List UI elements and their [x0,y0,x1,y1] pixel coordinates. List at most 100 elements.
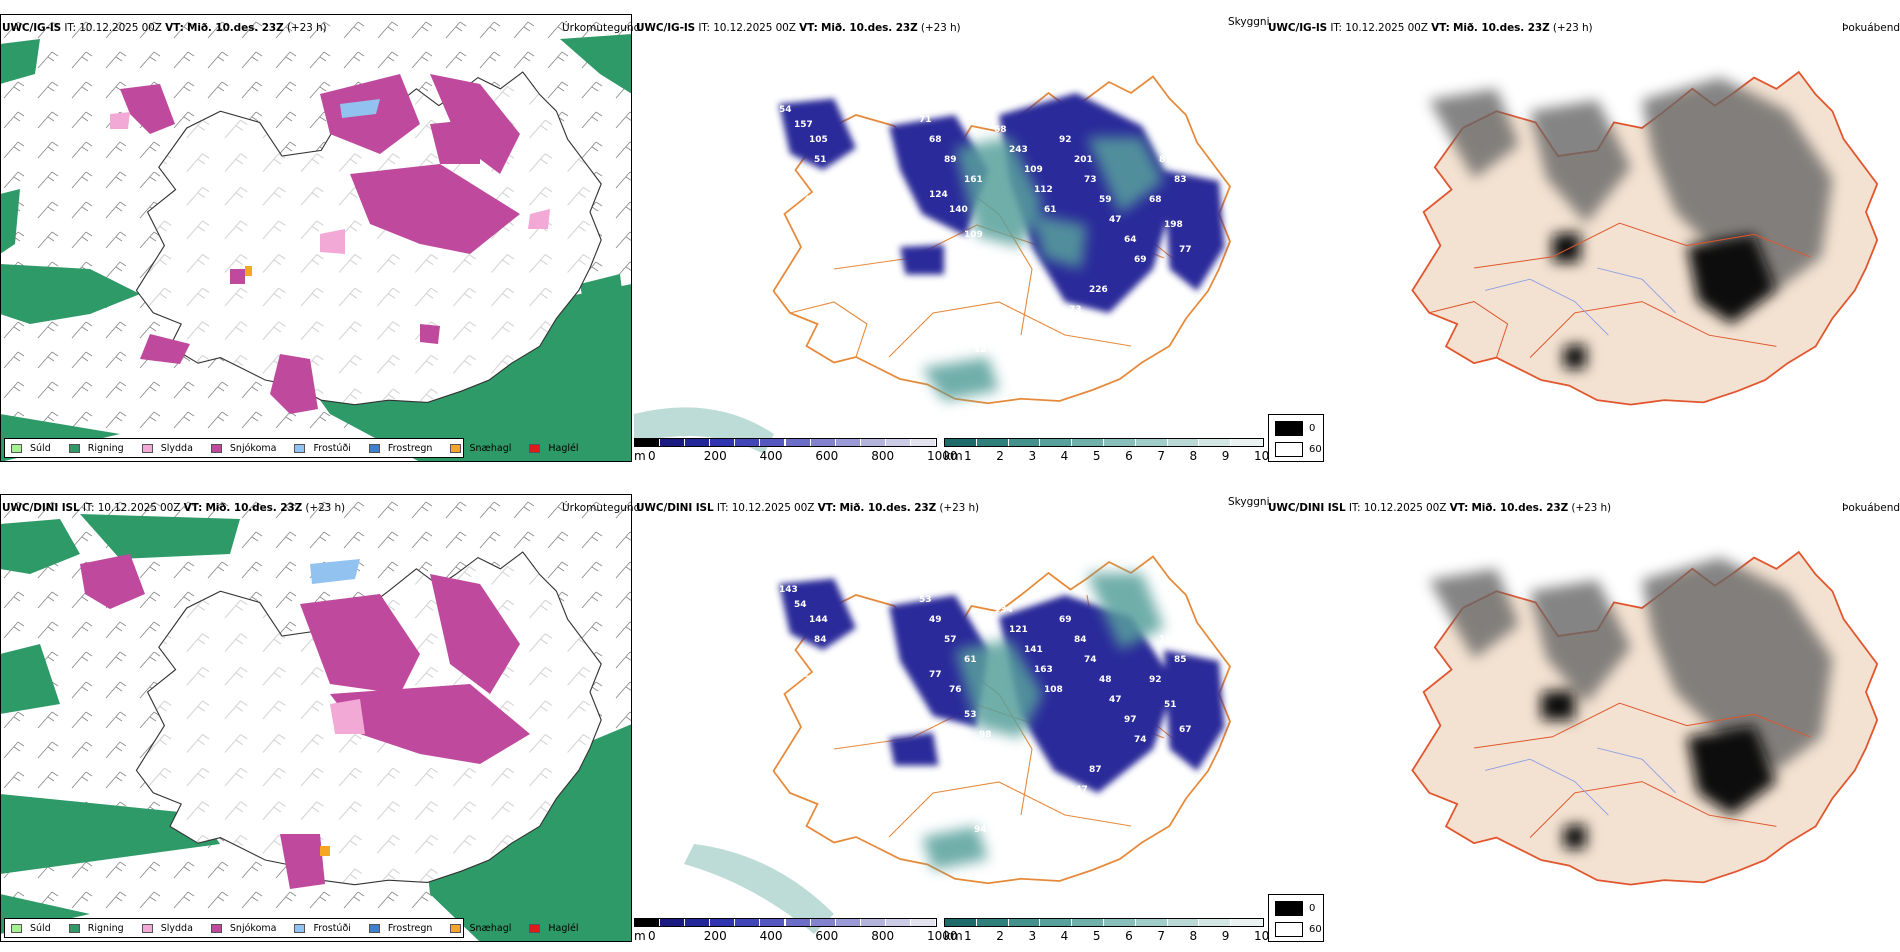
fog-label-dark: 0 [1309,423,1316,434]
swatch [68,443,80,453]
ceiling-value-label: 226 [1089,285,1108,295]
ceiling-value-label: 51 [814,155,827,165]
ceiling-value-label: 74 [1134,735,1147,745]
fog-label-light: 60 [1309,924,1322,935]
legend-item-frostudi: Frostúði [294,923,351,934]
cloud-map-panel-bottom: 144 56 84 98 74 52 53 49 57 61 77 76 53 98 134 121 141 16… [634,514,1266,944]
legend-item-snaehagl: Snæhagl [450,923,511,934]
swatch [210,443,222,453]
ceiling-value-label: 52 [849,670,862,680]
colorbar-segment [835,918,861,927]
ceiling-value-label: 61 [1044,205,1057,215]
ceiling-value-label: 243 [1009,145,1028,155]
precip-legend-bottom: Súld Rigning Slydda Snjókoma Frostúði Fr… [4,918,579,938]
legend-label: Slydda [160,442,193,454]
visibility-colorbar-top: km 1 2 3 4 5 6 7 8 9 10 [944,438,1269,472]
colorbar-segment [810,438,836,447]
ceiling-value-label: 98 [824,655,837,665]
var-title-precip-top: Úrkomutegund [562,22,641,34]
colorbar-tick-label: 1 [964,929,972,943]
ceiling-value-label: 85 [1174,655,1187,665]
legend-item-frostudi: Frostúði [294,443,351,454]
legend-item-snjokoma: Snjókoma [210,923,276,934]
ceiling-value-label: 77 [1179,245,1192,255]
lead-time: (+23 h) [1571,502,1612,514]
ceiling-value-label: 109 [964,230,983,240]
ceiling-value-label: 57 [944,635,957,645]
legend-label: Rigning [87,922,124,934]
ceiling-value-label: 74 [1084,655,1097,665]
colorbar-tick-label: 600 [815,449,839,463]
it-value: 10.12.2025 00Z [97,502,181,514]
vt-value: Mið. 10.des. 23Z [839,502,937,514]
colorbar-segment [710,438,736,447]
vt-label: VT: [1449,502,1469,514]
lead-time: (+23 h) [1552,22,1593,34]
legend-item-frostregn: Frostregn [368,443,432,454]
ceiling-value-label: 141 [1024,645,1043,655]
legend-label: Snæhagl [469,922,512,934]
vt-value: Mið. 10.des. 23Z [820,22,918,34]
ceiling-value-label: 77 [929,670,942,680]
colorbar-segment [1040,918,1073,927]
colorbar-segment [660,918,686,927]
ceiling-value-label: 92 [1059,135,1072,145]
vt-value: Mið. 10.des. 23Z [1452,22,1550,34]
var-title-cloud-top: Skyggni [1228,16,1270,28]
it-value: 10.12.2025 00Z [1363,502,1447,514]
it-label: IT: [716,502,729,514]
ceiling-value-label: 84 [1074,635,1087,645]
precip-map-panel-bottom: Súld Rigning Slydda Snjókoma Frostúði Fr… [0,494,632,942]
ceiling-value-label: 71 [919,115,932,125]
fog-swatch-light [1275,922,1303,937]
ceiling-value-label: 84 [814,635,827,645]
fog-legend-top: 0 60 [1268,414,1324,462]
legend-item-haglel: Haglél [529,922,579,934]
fog-swatch-light [1275,442,1303,457]
colorbar-tick-label: 1 [964,449,972,463]
colorbar-segment [1040,438,1073,447]
fog-map-top [1411,71,1879,406]
model-name: UWC/DINI ISL [636,502,714,514]
colorbar-tick-label: 3 [1028,449,1037,463]
fog-swatch-dark [1275,901,1303,916]
ceiling-value-label: 47 [1109,695,1122,705]
fog-map-panel-bottom [1266,514,1900,944]
lead-time: (+23 h) [939,502,980,514]
vt-value: Mið. 10.des. 23Z [186,22,284,34]
vt-label: VT: [799,22,818,34]
ceiling-value-label: 144 [809,615,828,625]
ceiling-value-label: 88 [1014,775,1027,785]
colorbar-segment [1231,438,1263,447]
colorbar-tick-label: 8 [1189,929,1198,943]
legend-item-haglel: Haglél [529,443,579,454]
colorbar-unit: km [944,929,963,943]
colorbar-unit: m [634,449,646,463]
legend-label: Súld [30,922,51,934]
colorbar-segment [635,918,661,927]
it-label: IT: [64,22,76,34]
colorbar-segment [810,918,836,927]
title-fog-top: UWC/IG-IS IT: 10.12.2025 00Z VT: Mið. 10… [1268,22,1593,34]
legend-item-rigning: Rigning [68,922,124,934]
colorbar-segment [760,438,786,447]
ceiling-value-label: 130 [1159,635,1178,645]
colorbar-segment [885,438,911,447]
colorbar-tick-label: 800 [871,449,895,463]
ceiling-value-label: 69 [1059,615,1072,625]
it-label: IT: [1348,502,1361,514]
legend-label: Haglél [548,922,579,934]
ceiling-colorbar-bottom: m 0 200 400 600 800 1000 [634,918,958,952]
colorbar-tick-label: 1000 [927,929,958,943]
colorbar-segment [885,918,911,927]
vt-value: Mið. 10.des. 23Z [1471,502,1569,514]
legend-item-sudl: Súld [11,923,51,934]
precip-map-panel-top: Súld Rigning Slydda Snjókoma Frostúði Fr… [0,14,632,462]
ceiling-value-label: 157 [794,120,813,130]
colorbar-unit: m [634,929,646,943]
ceiling-colorbar-top: m 0 200 400 600 800 1000 [634,438,958,472]
ceiling-value-label: 81 [1159,155,1172,165]
swatch [68,923,80,933]
